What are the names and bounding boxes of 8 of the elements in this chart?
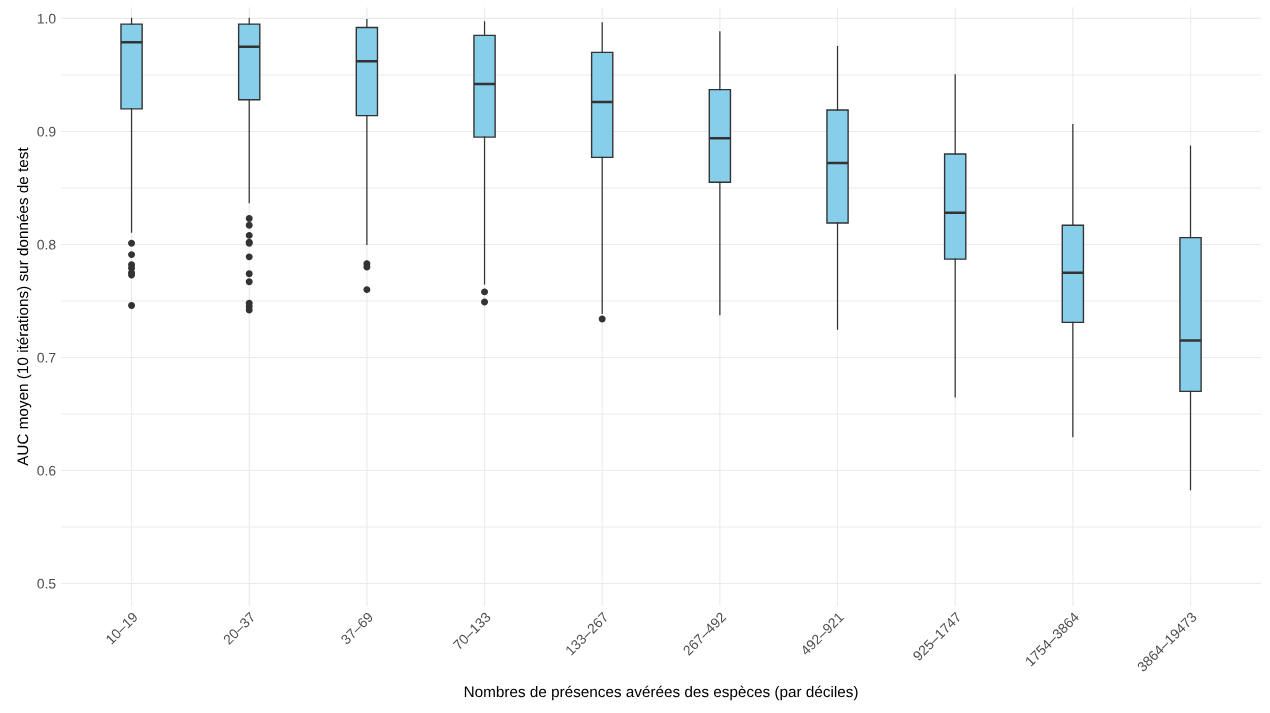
y-tick-label: 0.5 xyxy=(37,578,56,589)
y-tick-label: 0.6 xyxy=(37,465,56,476)
y-tick-label: 1.0 xyxy=(37,13,56,24)
y-tick-label: 0.8 xyxy=(37,239,56,250)
y-axis-title: AUC moyen (10 itérations) sur données de test xyxy=(16,147,32,466)
y-tick-label: 0.7 xyxy=(37,352,56,363)
y-tick-label: 0.9 xyxy=(37,126,56,137)
x-axis-title: Nombres de présences avérées des espèces (par déciles) xyxy=(464,685,858,701)
